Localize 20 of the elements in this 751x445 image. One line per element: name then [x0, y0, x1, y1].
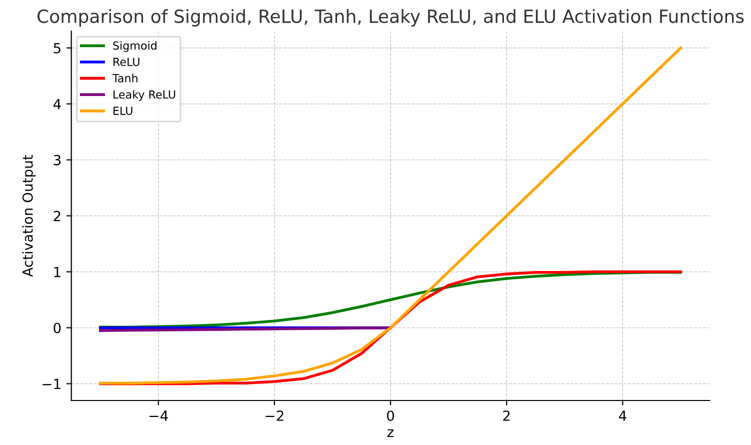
y-tick-label: 1: [54, 266, 60, 278]
x-axis-title: z: [387, 429, 394, 437]
x-tick-label: −2: [266, 410, 284, 421]
y-tick-label: −1: [42, 378, 60, 389]
x-tick-label: −4: [150, 410, 168, 421]
y-tick-label: 2: [54, 210, 60, 222]
y-tick-label: 0: [54, 322, 61, 334]
legend-label: ELU: [114, 106, 132, 115]
y-axis-title: Activation Output: [22, 155, 36, 277]
y-tick-label: 3: [54, 154, 61, 166]
legend-label: Tanh: [112, 74, 138, 82]
chart-title: Comparison of Sigmoid, ReLU, Tanh, Leaky ReLU, and ELU Activation Functions: [37, 9, 744, 27]
y-tick-label: 5: [54, 43, 60, 54]
legend-label: Sigmoid: [113, 41, 156, 52]
x-tick-label: 2: [503, 410, 510, 421]
x-tick-label: 0: [387, 410, 394, 421]
legend-label: ReLU: [114, 58, 140, 66]
legend-label: Leaky ReLU: [114, 90, 176, 101]
y-tick-label: 4: [53, 99, 61, 110]
x-tick-label: 4: [618, 410, 626, 421]
